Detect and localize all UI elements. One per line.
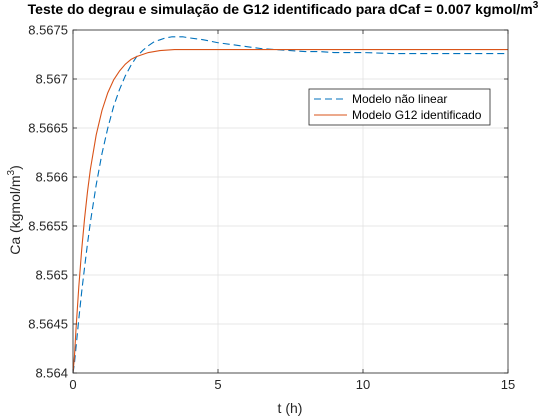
x-tick-label: 5 <box>214 377 221 392</box>
y-tick-label: 8.5655 <box>28 219 68 234</box>
y-tick-label: 8.565 <box>35 268 68 283</box>
legend: Modelo não linear Modelo G12 identificad… <box>309 89 490 125</box>
y-axis-label: Ca (kgmol/m3) <box>6 165 23 255</box>
y-tick-label: 8.567 <box>35 72 68 87</box>
x-tick-label: 15 <box>501 377 515 392</box>
x-axis-label: t (h) <box>278 400 303 416</box>
y-tick-label: 8.5665 <box>28 121 68 136</box>
y-tick-label: 8.566 <box>35 170 68 185</box>
y-tick-label: 8.564 <box>35 366 68 381</box>
plot-area <box>73 30 508 373</box>
x-tick-label: 0 <box>69 377 76 392</box>
legend-label-g12: Modelo G12 identificado <box>352 108 482 122</box>
chart-title: Teste do degrau e simulação de G12 ident… <box>28 0 539 17</box>
x-tick-label: 10 <box>356 377 370 392</box>
legend-label-nonlinear: Modelo não linear <box>352 92 447 106</box>
y-tick-label: 8.5645 <box>28 317 68 332</box>
y-tick-label: 8.5675 <box>28 23 68 38</box>
